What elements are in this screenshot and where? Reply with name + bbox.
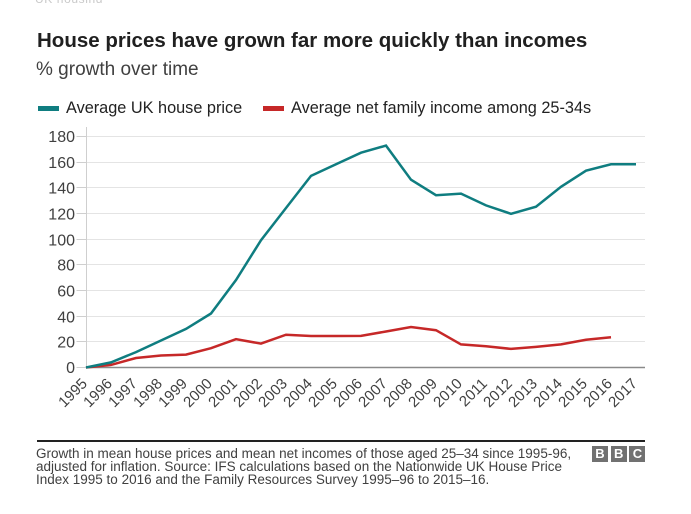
svg-text:20: 20 <box>57 335 75 352</box>
svg-text:100: 100 <box>48 233 75 250</box>
svg-text:160: 160 <box>48 155 75 172</box>
svg-text:120: 120 <box>48 207 75 224</box>
svg-text:2017: 2017 <box>605 375 641 411</box>
svg-text:140: 140 <box>48 181 75 198</box>
svg-text:40: 40 <box>57 310 75 327</box>
svg-text:60: 60 <box>57 284 75 301</box>
svg-text:0: 0 <box>66 360 75 377</box>
svg-text:80: 80 <box>57 258 75 275</box>
svg-text:180: 180 <box>48 129 75 146</box>
